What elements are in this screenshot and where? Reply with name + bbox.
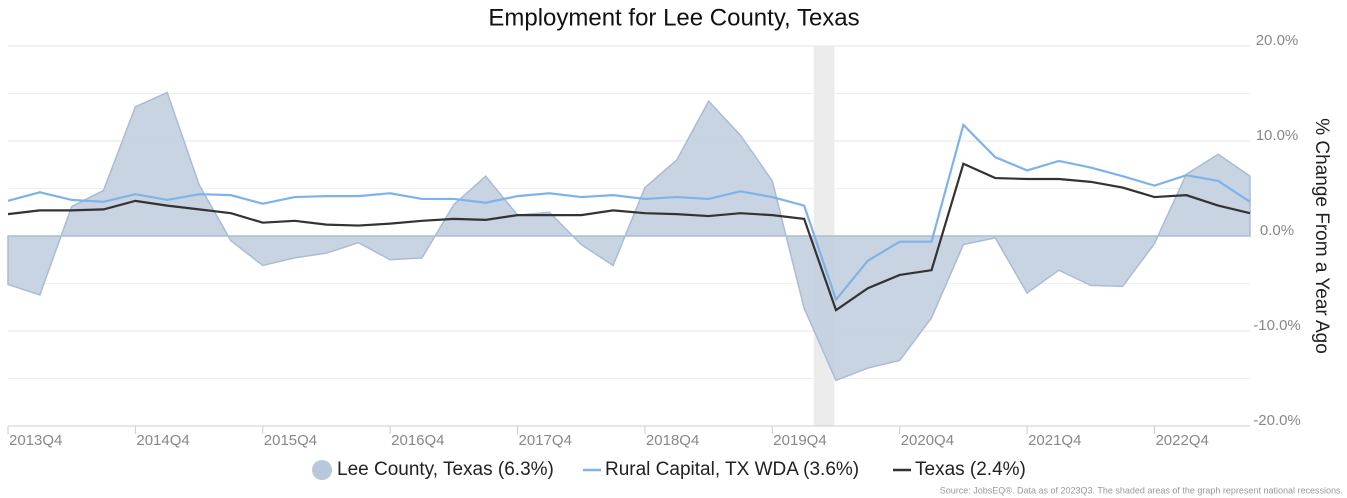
x-tick-label: 2014Q4	[136, 432, 189, 449]
legend-marker	[312, 460, 332, 480]
y-tick-label: 20.0%	[1256, 32, 1299, 49]
area	[7, 91, 1251, 382]
source-note: Source: JobsEQ®. Data as of 2023Q3. The …	[940, 485, 1343, 495]
x-tick-label: 2018Q4	[646, 432, 699, 449]
x-tick-label: 2017Q4	[519, 432, 572, 449]
legend-label: Rural Capital, TX WDA (3.6%)	[605, 459, 859, 480]
line	[7, 122, 1251, 302]
y-tick-label: 10.0%	[1256, 127, 1299, 144]
x-tick-label: 2022Q4	[1155, 432, 1208, 449]
x-tick-label: 2015Q4	[264, 432, 317, 449]
x-tick-label: 2020Q4	[901, 432, 954, 449]
x-tick-label: 2016Q4	[391, 432, 444, 449]
line	[7, 162, 1251, 312]
legend-label: Lee County, Texas (6.3%)	[337, 459, 554, 480]
chart-title: Employment for Lee County, Texas	[488, 4, 859, 31]
x-tick-label: 2019Q4	[773, 432, 826, 449]
legend-label: Texas (2.4%)	[915, 459, 1026, 480]
y-tick-label: -20.0%	[1253, 412, 1301, 429]
x-tick-label: 2021Q4	[1028, 432, 1081, 449]
x-tick-label: 2013Q4	[9, 432, 62, 449]
y-axis-label: % Change From a Year Ago	[1311, 118, 1332, 354]
y-tick-label: 0.0%	[1260, 222, 1294, 239]
y-tick-label: -10.0%	[1253, 317, 1301, 334]
